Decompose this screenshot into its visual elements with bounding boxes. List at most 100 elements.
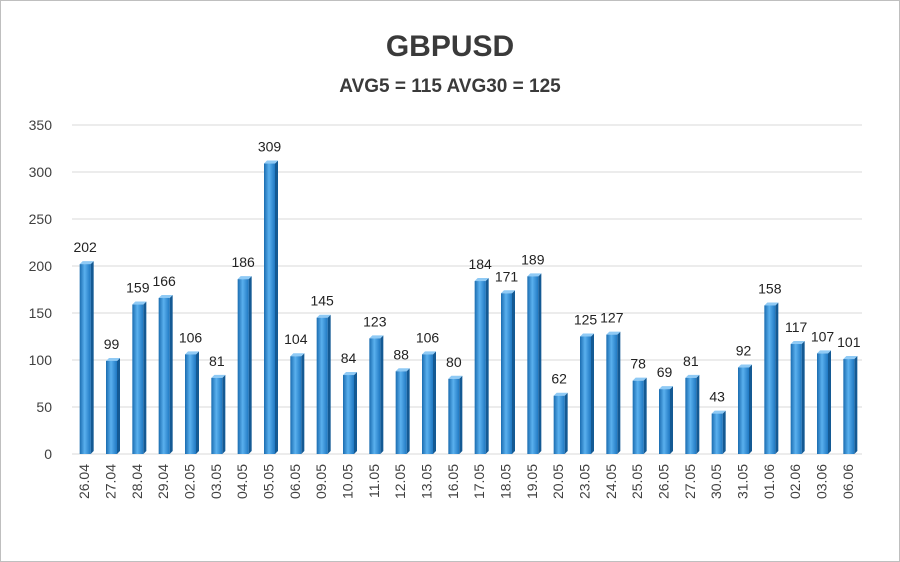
bar [132,301,147,454]
x-tick-label: 25.05 [629,464,645,499]
bar [632,377,647,454]
bar-side [749,364,752,454]
y-tick-label: 0 [44,446,52,462]
bar-side [354,372,357,454]
data-label: 171 [495,268,519,284]
bar-front [501,293,512,454]
bar [685,374,700,454]
data-label: 145 [310,293,334,309]
bar [395,368,410,454]
x-tick-label: 10.05 [340,464,356,499]
bar [79,261,94,454]
bar-front [738,367,749,454]
bar-top [264,160,278,164]
data-label: 101 [837,334,861,350]
bar-top [237,276,252,280]
bar-front [185,354,196,454]
bar-side [485,278,489,454]
x-tick-label: 18.05 [498,464,514,499]
bar [343,372,357,454]
bar [237,276,252,454]
x-tick-label: 04.05 [234,464,250,499]
data-labels: 202 99 159 166 106 81 186 309 104 145 84 123 88 106 80… [73,139,860,405]
bar-top [211,374,226,378]
bar-side [564,392,568,454]
bar-top [527,273,542,277]
bar-top [738,364,752,368]
x-tick-label: 30.05 [708,464,724,499]
bar-side [327,314,331,454]
chart-title: GBPUSD [385,30,515,63]
bar-front [79,264,91,454]
y-tick-label: 350 [29,117,53,133]
bar-side [380,335,384,454]
bar-front [132,304,144,454]
bar [790,341,805,454]
bar [264,160,278,455]
data-label: 81 [683,353,699,369]
x-tick-label: 19.05 [524,464,540,499]
bar-side [670,386,673,454]
bar-front [553,395,565,454]
bar-front [290,356,302,454]
y-tick-label: 200 [29,258,53,274]
data-label: 309 [258,139,282,155]
bar [738,364,752,454]
bar [316,314,331,454]
data-label: 166 [152,273,176,289]
data-label: 106 [179,329,203,345]
data-label: 189 [521,251,545,267]
bar-side [143,301,147,454]
bar-top [106,357,120,361]
data-label: 202 [73,239,97,255]
gridlines [72,124,862,455]
data-label: 81 [209,353,225,369]
data-label: 106 [416,329,440,345]
bar-front [685,377,697,454]
bar-side [591,333,594,454]
bar-front [632,380,644,454]
x-tick-label: 05.05 [261,464,277,499]
bar [580,333,594,454]
bar-top [132,301,147,305]
bar-front [106,360,117,454]
bar-front [790,344,802,454]
x-tick-label: 06.06 [840,464,856,499]
x-tick-label: 12.05 [392,464,408,499]
data-label: 127 [600,310,624,326]
y-tick-label: 100 [29,352,53,368]
bar [501,290,515,454]
bar-side [301,353,305,454]
bar [659,386,673,454]
bar-top [817,350,831,354]
x-tick-label: 20.05 [550,464,566,499]
bar-top [843,356,858,360]
bar-top [290,353,305,357]
x-tick-label: 29.04 [155,464,171,499]
x-tick-label: 03.06 [814,464,830,499]
data-label: 99 [104,336,120,352]
bar-top [685,374,700,378]
bar-side [196,351,199,454]
x-tick-label: 31.05 [735,464,751,499]
bar [290,353,305,454]
data-label: 92 [736,343,752,359]
bar-front [817,353,828,454]
x-tick-label: 23.05 [577,464,593,499]
bar-top [422,351,436,355]
bar-top [474,278,489,282]
bar-front [264,163,275,455]
bar-top [501,290,515,294]
y-tick-label: 50 [36,399,52,415]
bar [185,351,199,454]
y-axis-ticks: 0 50 100 150 200 250 300 350 [29,117,53,462]
bar-top [395,368,410,372]
bar-front [606,334,618,454]
bar-side [459,375,463,454]
bar-front [343,375,354,454]
bar-front [474,281,486,454]
bar-front [843,359,855,454]
bar-top [659,386,673,390]
bar-front [316,317,328,454]
